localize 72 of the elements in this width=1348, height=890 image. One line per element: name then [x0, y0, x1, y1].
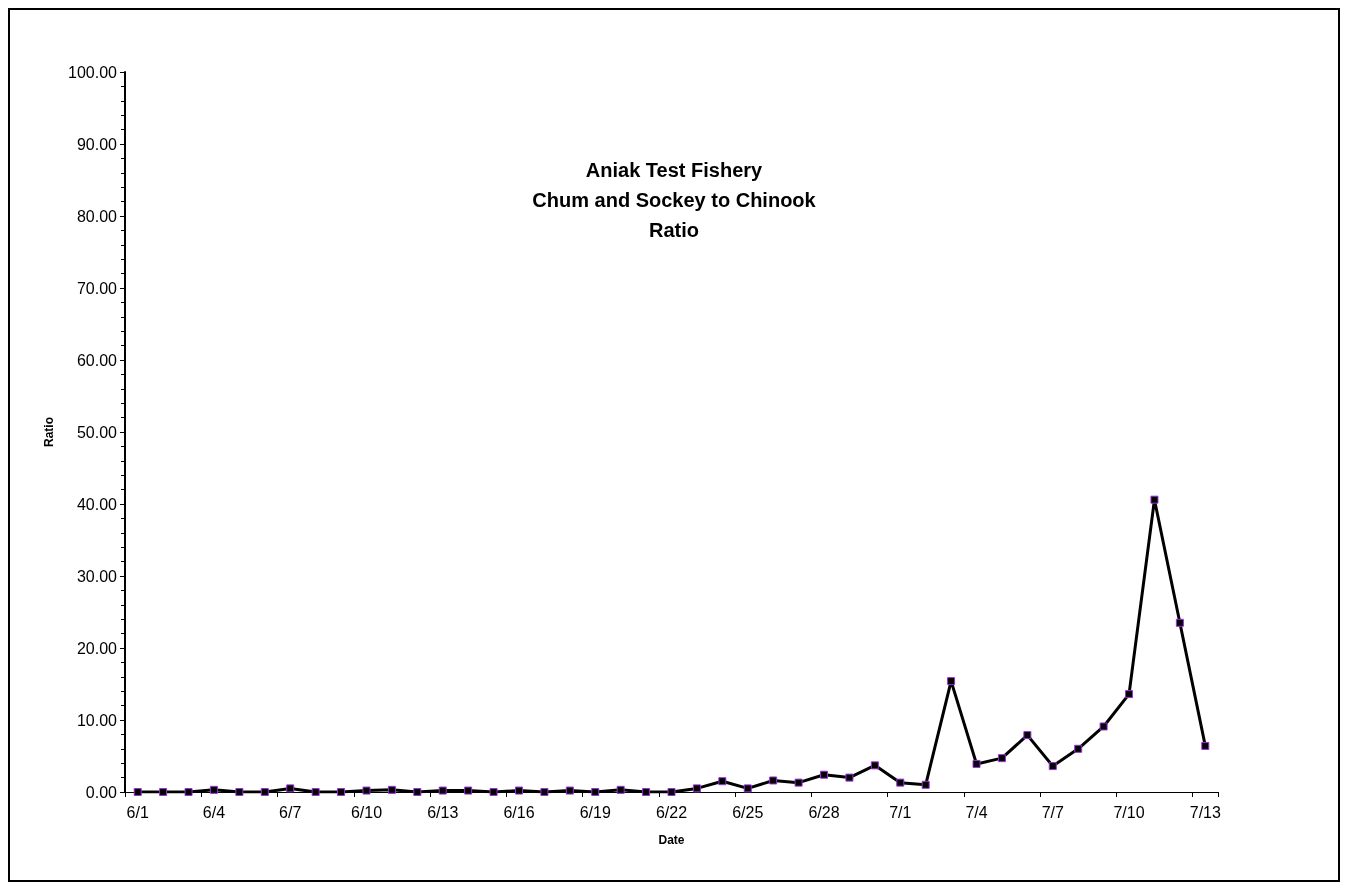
- point: [464, 786, 473, 795]
- point: [743, 784, 752, 793]
- point: [642, 788, 651, 796]
- y-tick-label: 0.00: [85, 783, 118, 801]
- x-tick-label: 7/10: [1113, 803, 1145, 821]
- point: [133, 788, 142, 796]
- x-tick-label: 6/16: [503, 803, 535, 821]
- point: [769, 776, 778, 785]
- y-tick-label: 50.00: [76, 423, 118, 441]
- point: [1125, 690, 1134, 699]
- x-axis-title: Date: [658, 833, 685, 847]
- point: [1074, 744, 1083, 753]
- point: [337, 788, 346, 796]
- x-tick-label: 6/4: [202, 803, 226, 821]
- text: Aniak Test Fishery Chum and Sockey to Chinook Ratio: [532, 159, 817, 241]
- point: [362, 786, 371, 795]
- y-axis-title: Ratio: [42, 417, 56, 447]
- point: [260, 788, 269, 796]
- y-tick-label: 10.00: [76, 711, 118, 729]
- point: [718, 777, 727, 786]
- x-tick-label: 6/13: [427, 803, 459, 821]
- point: [820, 770, 829, 779]
- y-tick-label: 40.00: [76, 495, 118, 513]
- y-tick-label: 80.00: [76, 207, 118, 225]
- point: [235, 788, 244, 796]
- point: [540, 788, 549, 796]
- y-tick-label: 60.00: [76, 351, 118, 369]
- point: [159, 788, 168, 796]
- x-tick-label: 6/28: [808, 803, 840, 821]
- x-tick-label: 6/1: [126, 803, 149, 821]
- point: [947, 677, 956, 686]
- point: [921, 780, 930, 789]
- x-tick-label: 6/10: [350, 803, 383, 821]
- point: [1099, 722, 1108, 731]
- point: [845, 773, 854, 782]
- point: [870, 761, 879, 770]
- point: [667, 788, 676, 796]
- x-tick-label: 6/22: [655, 803, 688, 821]
- point: [387, 785, 396, 794]
- point: [997, 754, 1006, 763]
- point: [972, 759, 981, 768]
- point: [1048, 762, 1057, 771]
- x-tick-label: 6/19: [579, 803, 611, 821]
- point: [591, 788, 600, 796]
- y-tick-label: 70.00: [76, 279, 118, 297]
- point: [616, 785, 625, 794]
- point: [794, 778, 803, 787]
- point: [209, 785, 218, 794]
- point: [286, 784, 295, 793]
- point: [413, 788, 422, 796]
- point: [565, 786, 574, 795]
- x-tick-label: 7/1: [889, 803, 912, 821]
- y-tick-label: 30.00: [76, 567, 118, 585]
- point: [184, 788, 193, 796]
- point: [692, 784, 701, 793]
- point: [1023, 731, 1032, 740]
- point: [896, 778, 905, 787]
- x-tick-label: 6/25: [732, 803, 764, 821]
- point: [311, 788, 320, 796]
- point: [514, 786, 523, 795]
- y-tick-label: 20.00: [76, 639, 118, 657]
- point: [438, 786, 447, 795]
- point: [1201, 741, 1210, 750]
- y-tick-label: 90.00: [76, 135, 118, 153]
- y-tick-label: 100.00: [68, 63, 118, 81]
- x-tick-label: 6/7: [279, 803, 302, 821]
- point: [1175, 618, 1184, 627]
- x-tick-label: 7/4: [965, 803, 988, 821]
- x-tick-label: 7/13: [1189, 803, 1221, 821]
- point: [489, 788, 498, 796]
- x-tick-label: 7/7: [1041, 803, 1064, 821]
- point: [1150, 495, 1159, 504]
